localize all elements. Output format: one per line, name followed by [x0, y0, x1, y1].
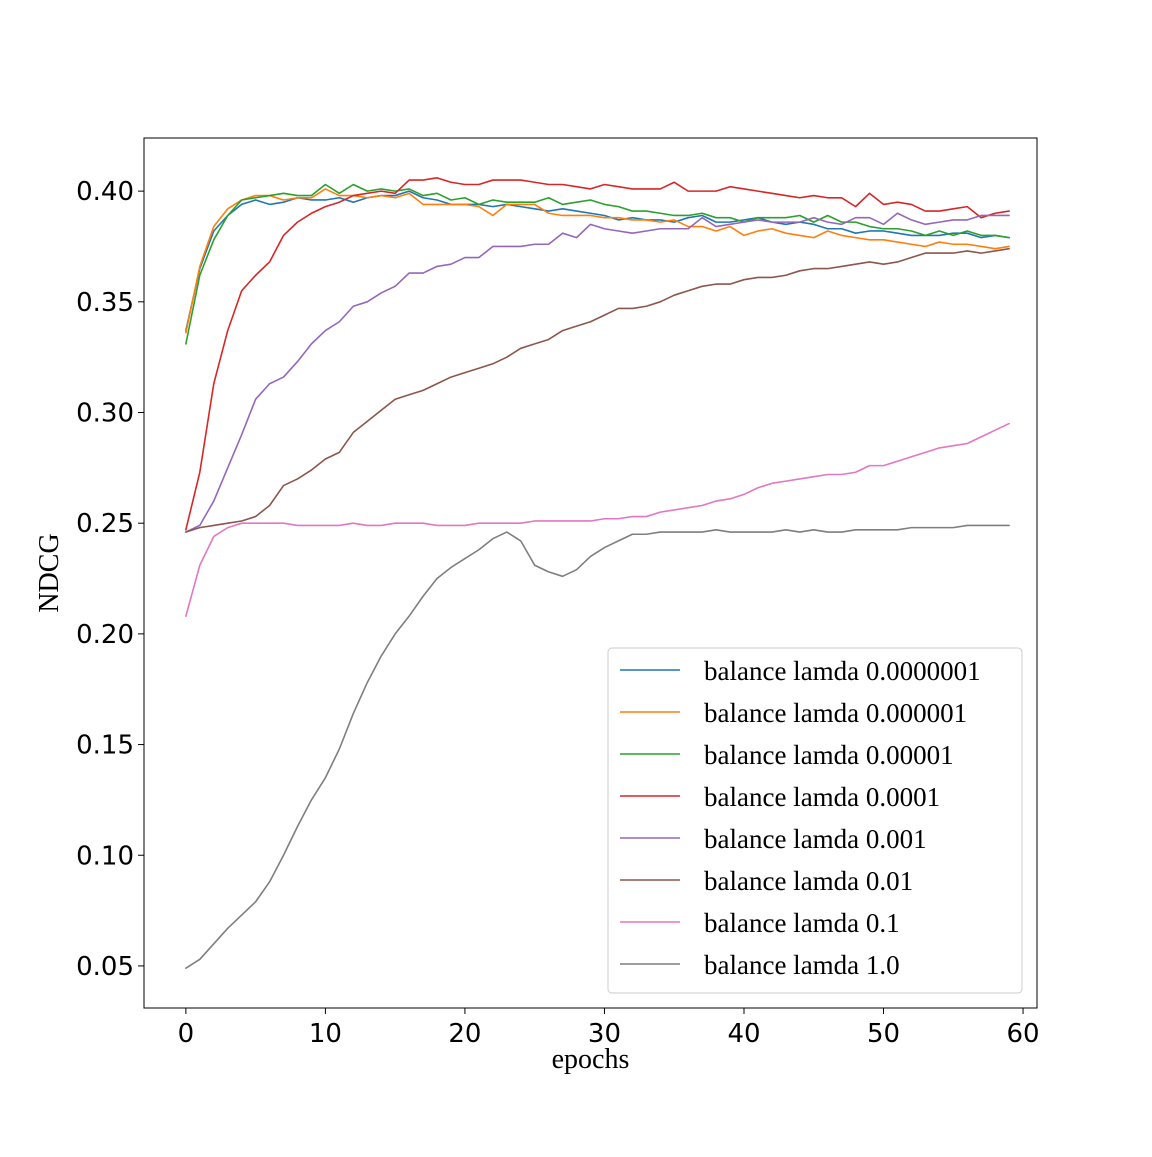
legend-label-0: balance lamda 0.0000001 — [704, 656, 981, 686]
y-tick-label: 0.25 — [76, 509, 134, 539]
legend-label-5: balance lamda 0.01 — [704, 866, 913, 896]
series-line-6 — [185, 422, 1010, 617]
y-tick-label: 0.30 — [76, 399, 134, 429]
series-layer — [185, 177, 1010, 969]
x-axis-label: epochs — [552, 1044, 630, 1075]
y-tick-label: 0.35 — [76, 288, 134, 318]
x-tick-label: 40 — [727, 1019, 760, 1049]
legend-label-6: balance lamda 0.1 — [704, 908, 900, 938]
legend-box — [607, 647, 1023, 994]
legend-label-3: balance lamda 0.0001 — [704, 782, 940, 812]
legend-label-7: balance lamda 1.0 — [704, 950, 900, 980]
series-line-3 — [185, 177, 1010, 531]
legend-label-1: balance lamda 0.000001 — [704, 698, 967, 728]
y-tick-label: 0.20 — [76, 620, 134, 650]
y-tick-label: 0.10 — [76, 841, 134, 871]
axis-ticks: 0 10 20 30 40 50 60 0.05 0.10 0.15 0.20 0.25 0.30 0.3… — [76, 177, 1039, 1049]
x-tick-label: 50 — [867, 1019, 900, 1049]
series-line-1 — [185, 188, 1010, 334]
series-line-2 — [185, 183, 1010, 345]
y-axis-label: NDCG — [34, 533, 65, 612]
x-tick-label: 10 — [309, 1019, 342, 1049]
y-tick-label: 0.05 — [76, 952, 134, 982]
x-tick-label: 0 — [178, 1019, 195, 1049]
legend: balance lamda 0.0000001 balance lamda 0.0… — [607, 647, 1023, 994]
y-tick-label: 0.40 — [76, 177, 134, 207]
plot-area-frame — [143, 137, 1038, 1009]
x-tick-label: 20 — [448, 1019, 481, 1049]
x-tick-label: 60 — [1007, 1019, 1040, 1049]
series-line-5 — [185, 247, 1010, 533]
series-line-7 — [185, 524, 1010, 969]
series-line-4 — [185, 212, 1010, 533]
y-tick-label: 0.15 — [76, 731, 134, 761]
series-line-0 — [185, 190, 1010, 332]
legend-label-2: balance lamda 0.00001 — [704, 740, 954, 770]
x-tick-label: 30 — [588, 1019, 621, 1049]
legend-label-4: balance lamda 0.001 — [704, 824, 927, 854]
